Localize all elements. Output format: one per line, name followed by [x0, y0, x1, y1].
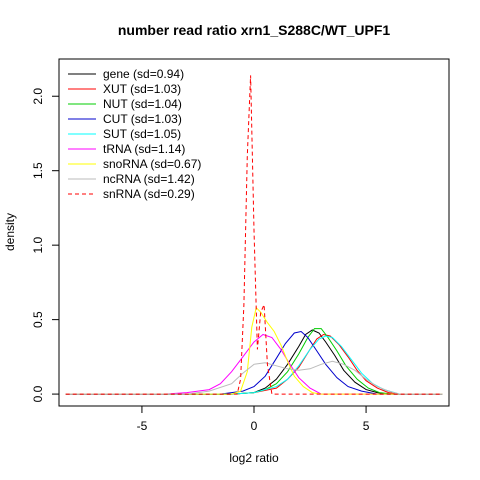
legend-label: gene (sd=0.94) [103, 67, 184, 81]
series-line-8 [65, 75, 443, 395]
series-line-5 [65, 333, 443, 395]
y-axis: 0.0 0.5 1.0 1.5 2.0 [31, 88, 60, 402]
y-tick-label: 1.5 [31, 162, 45, 179]
legend-label: tRNA (sd=1.14) [103, 142, 185, 156]
legend-label: SUT (sd=1.05) [103, 127, 181, 141]
legend-label: ncRNA (sd=1.42) [103, 172, 195, 186]
series-layer [65, 75, 443, 395]
legend-label: snRNA (sd=0.29) [103, 187, 195, 201]
legend: gene (sd=0.94)XUT (sd=1.03)NUT (sd=1.04)… [68, 67, 201, 201]
chart-title: number read ratio xrn1_S288C/WT_UPF1 [118, 22, 391, 38]
x-tick-label: 0 [251, 419, 258, 433]
series-line-6 [65, 306, 443, 395]
legend-label: NUT (sd=1.04) [103, 97, 182, 111]
y-tick-label: 2.0 [31, 88, 45, 105]
series-line-7 [65, 360, 443, 395]
x-tick-label: 5 [363, 419, 370, 433]
series-line-0 [65, 329, 443, 395]
x-axis: -5 0 5 [137, 405, 370, 433]
y-tick-label: 1.0 [31, 236, 45, 253]
y-tick-label: 0.0 [31, 385, 45, 402]
legend-label: snoRNA (sd=0.67) [103, 157, 201, 171]
x-tick-label: -5 [137, 419, 148, 433]
y-axis-label: density [3, 213, 17, 251]
legend-label: XUT (sd=1.03) [103, 82, 181, 96]
x-axis-label: log2 ratio [229, 451, 279, 465]
series-line-3 [65, 330, 443, 395]
y-tick-label: 0.5 [31, 311, 45, 328]
legend-label: CUT (sd=1.03) [103, 112, 182, 126]
